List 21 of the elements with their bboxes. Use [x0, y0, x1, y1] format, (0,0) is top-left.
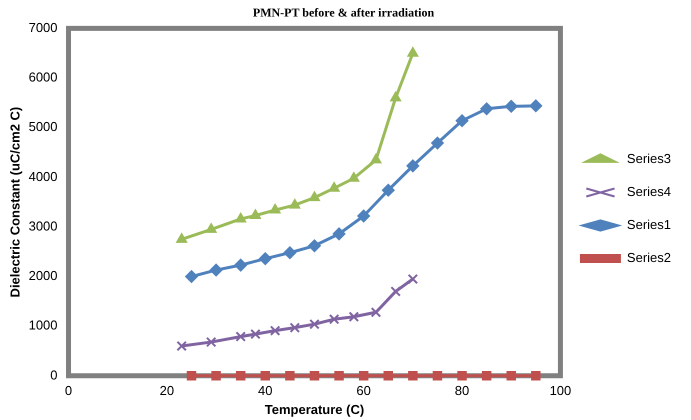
y-tick-label: 5000: [28, 119, 58, 134]
x-tick-label: 100: [550, 383, 572, 398]
y-tick-label: 4000: [28, 168, 58, 184]
x-tick-label: 40: [258, 383, 273, 398]
y-tick-label: 1000: [28, 318, 58, 333]
y-tick-label: 2000: [28, 268, 58, 284]
legend-label: Series4: [626, 184, 671, 200]
y-tick-label: 6000: [28, 70, 58, 85]
x-axis-title: Temperature (C): [264, 402, 364, 417]
x-tick-label: 20: [160, 383, 174, 398]
x-tick-label: 80: [454, 383, 470, 398]
chart-title: PMN-PT before & after irradiation: [252, 5, 434, 20]
legend-label: Series2: [626, 250, 671, 266]
legend-label: Series3: [626, 151, 671, 166]
x-tick-label: 0: [64, 383, 72, 398]
legend-label: Series1: [626, 217, 671, 232]
y-tick-label: 0: [50, 367, 58, 382]
y-tick-label: 3000: [28, 218, 58, 234]
x-tick-label: 60: [356, 383, 371, 398]
y-axis-title: Dielectric Constant (uC/cm2 C): [7, 106, 22, 298]
y-tick-label: 7000: [28, 20, 58, 35]
